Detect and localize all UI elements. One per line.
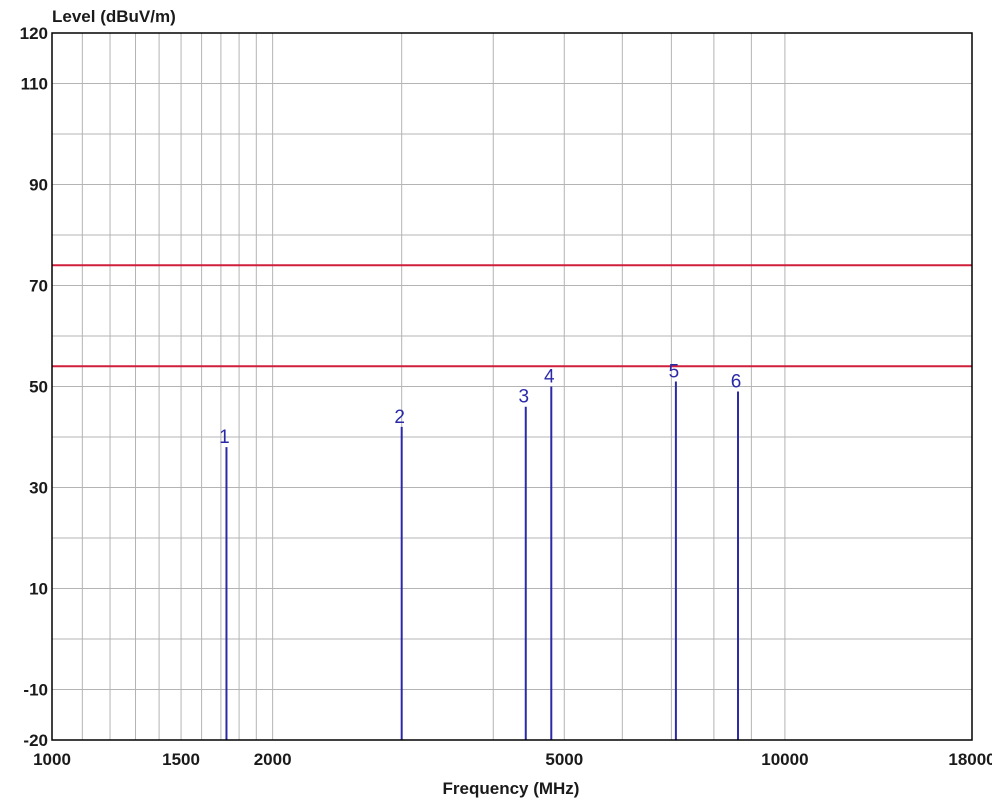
limit-lines (52, 264, 972, 368)
y-tick-label: 90 (29, 176, 48, 195)
x-tick-label: 10000 (761, 750, 808, 769)
marker-label: 3 (518, 387, 529, 408)
y-tick-label: 50 (29, 378, 48, 397)
y-tick-label: 30 (29, 479, 48, 498)
x-tick-label: 1000 (33, 750, 71, 769)
y-axis-title: Level (dBuV/m) (52, 7, 176, 26)
x-tick-label: 5000 (545, 750, 583, 769)
x-tick-label: 1500 (162, 750, 200, 769)
y-tick-label: 10 (29, 580, 48, 599)
plot-frame (51, 32, 973, 741)
grid (51, 32, 973, 741)
x-tick-labels: 1000 1500 2000 5000 10000 18000 (33, 750, 992, 769)
x-tick-label: 18000 (948, 750, 992, 769)
y-tick-label: 110 (21, 75, 48, 94)
marker-label: 4 (544, 367, 555, 388)
y-tick-label: 70 (29, 277, 48, 296)
markers: 1 2 34 5 6 (219, 361, 741, 740)
x-axis-title: Frequency (MHz) (443, 779, 580, 798)
marker-label: 1 (219, 427, 230, 448)
marker-label: 6 (731, 372, 742, 393)
y-tick-label: -10 (23, 681, 48, 700)
y-tick-labels: 120 110 90 70 50 30 10 -10 -20 (20, 24, 48, 750)
y-tick-label: 120 (20, 24, 48, 43)
marker-label: 2 (394, 407, 405, 428)
marker-label: 5 (669, 361, 680, 382)
x-tick-label: 2000 (254, 750, 292, 769)
y-tick-label: -20 (23, 731, 48, 750)
